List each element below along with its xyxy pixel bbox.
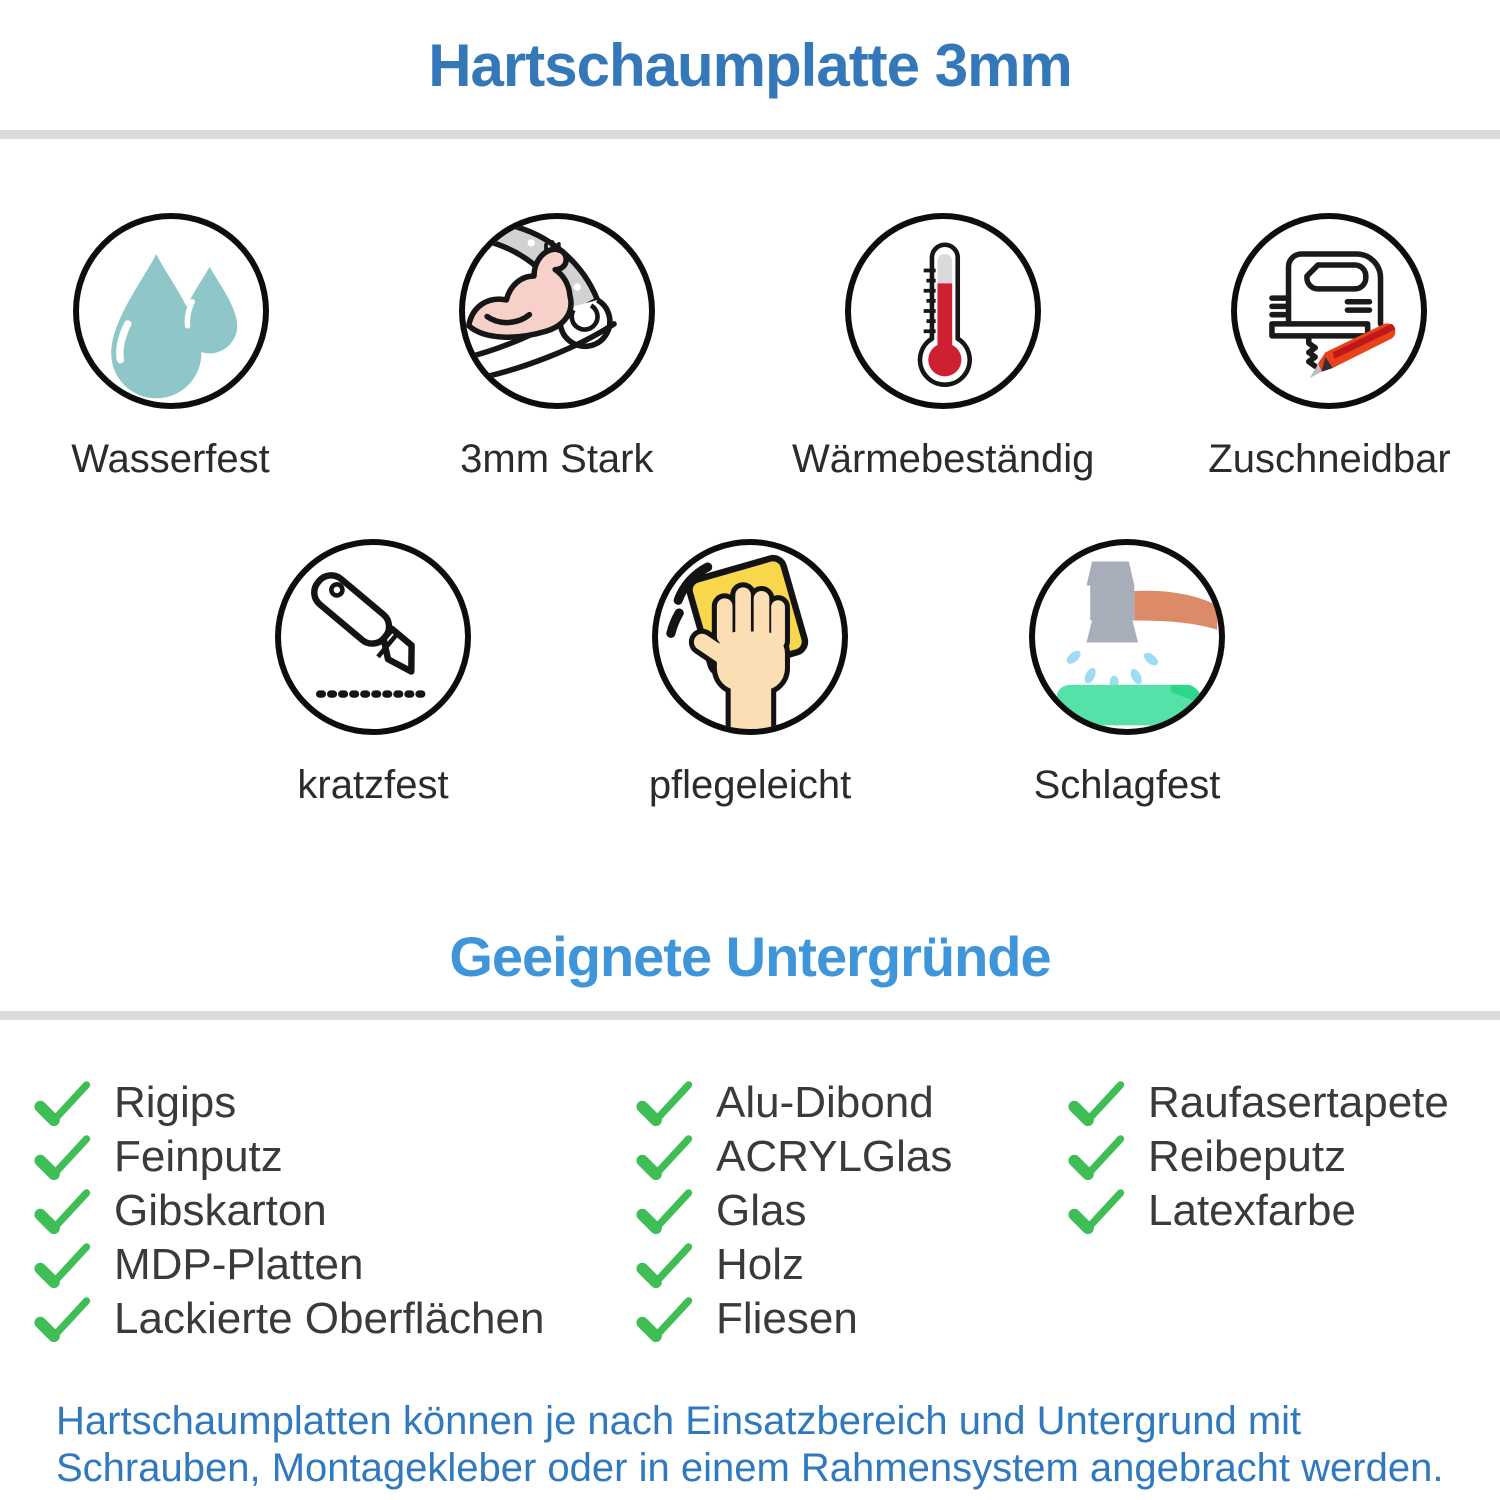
substrates-section: Rigips Feinputz Gibskarton MDP-Platten L… — [0, 1020, 1500, 1346]
feature-label: Schlagfest — [1033, 763, 1221, 807]
list-item: Reibeputz — [1068, 1130, 1500, 1184]
list-item: Raufasertapete — [1068, 1076, 1500, 1130]
substrates-title: Geeignete Untergründe — [449, 925, 1051, 988]
substrate-label: Feinputz — [114, 1132, 283, 1181]
wiping-hand-glyph — [666, 554, 809, 729]
list-item: Gibskarton — [34, 1184, 636, 1238]
substrates-column-2: Alu-Dibond ACRYLGlas Glas Holz Fliesen — [636, 1076, 1068, 1346]
feature-schlagfest: Schlagfest — [985, 539, 1270, 809]
jigsaw-cutter-glyph — [1269, 251, 1396, 379]
substrate-label: ACRYLGlas — [716, 1132, 953, 1181]
features-section: Wasserfest — [0, 213, 1500, 809]
check-icon — [1068, 1135, 1125, 1180]
substrate-label: Glas — [716, 1186, 807, 1235]
hammer-impact-icon — [1029, 539, 1225, 735]
thermometer-glyph — [917, 242, 973, 387]
water-drops-icon — [72, 213, 269, 409]
feature-pflegeleicht: pflegeleicht — [608, 539, 893, 809]
substrate-label: Fliesen — [716, 1294, 858, 1343]
thermometer-icon — [845, 213, 1042, 409]
utility-knife-glyph — [311, 572, 432, 698]
list-item: Latexfarbe — [1068, 1184, 1500, 1238]
check-icon — [34, 1243, 91, 1288]
check-icon — [34, 1189, 91, 1234]
check-icon — [636, 1081, 693, 1126]
substrate-label: Raufasertapete — [1148, 1078, 1449, 1127]
substrate-label: Alu-Dibond — [716, 1078, 934, 1127]
list-item: Fliesen — [636, 1292, 1068, 1346]
feature-label: kratzfest — [297, 763, 449, 807]
check-icon — [636, 1189, 693, 1234]
list-item: Holz — [636, 1238, 1068, 1292]
feature-3mm-stark: 3mm Stark — [414, 213, 699, 483]
divider-middle — [0, 1011, 1500, 1020]
substrate-label: Gibskarton — [114, 1186, 327, 1235]
wiping-hand-icon — [652, 539, 848, 735]
check-icon — [636, 1135, 693, 1180]
substrate-label: Reibeputz — [1148, 1132, 1347, 1181]
check-icon — [1068, 1189, 1125, 1234]
feature-waermebestaendig: Wärmebeständig — [792, 213, 1094, 483]
hammer-impact-glyph — [1056, 561, 1218, 726]
substrate-label: Lackierte Oberflächen — [114, 1294, 545, 1343]
feature-label: Wärmebeständig — [791, 437, 1095, 481]
substrate-label: Holz — [716, 1240, 805, 1289]
footer-note: Hartschaumplatten können je nach Einsatz… — [0, 1398, 1500, 1492]
list-item: MDP-Platten — [34, 1238, 636, 1292]
substrates-column-3: Raufasertapete Reibeputz Latexfarbe — [1068, 1076, 1500, 1238]
features-row-1: Wasserfest — [0, 213, 1500, 483]
check-icon — [34, 1135, 91, 1180]
feature-wasserfest: Wasserfest — [28, 213, 313, 483]
features-row-2: kratzfest — [0, 539, 1500, 809]
footer-line-2: Schrauben, Montagekleber oder in einem R… — [56, 1446, 1444, 1490]
feature-label: 3mm Stark — [460, 437, 654, 481]
check-icon — [34, 1081, 91, 1126]
feature-label: Zuschneidbar — [1208, 437, 1451, 481]
feature-label: Wasserfest — [71, 437, 270, 481]
utility-knife-icon — [275, 539, 471, 735]
list-item: Rigips — [34, 1076, 636, 1130]
muscle-arm-roll-glyph — [465, 221, 617, 382]
list-item: Alu-Dibond — [636, 1076, 1068, 1130]
list-item: ACRYLGlas — [636, 1130, 1068, 1184]
water-drops-glyph — [110, 253, 237, 399]
list-item: Feinputz — [34, 1130, 636, 1184]
substrates-column-1: Rigips Feinputz Gibskarton MDP-Platten L… — [34, 1076, 636, 1346]
jigsaw-cutter-icon — [1231, 213, 1428, 409]
muscle-arm-roll-icon — [458, 213, 655, 409]
divider-top — [0, 130, 1500, 139]
substrate-label: Rigips — [114, 1078, 237, 1127]
check-icon — [636, 1243, 693, 1288]
check-icon — [1068, 1081, 1125, 1126]
check-icon — [636, 1297, 693, 1342]
page-title: Hartschaumplatte 3mm — [428, 32, 1073, 99]
feature-zuschneidbar: Zuschneidbar — [1187, 213, 1472, 483]
footer-line-1: Hartschaumplatten können je nach Einsatz… — [56, 1399, 1302, 1443]
list-item: Glas — [636, 1184, 1068, 1238]
substrate-label: MDP-Platten — [114, 1240, 364, 1289]
substrate-label: Latexfarbe — [1148, 1186, 1356, 1235]
feature-kratzfest: kratzfest — [231, 539, 516, 809]
list-item: Lackierte Oberflächen — [34, 1292, 636, 1346]
feature-label: pflegeleicht — [648, 763, 852, 807]
check-icon — [34, 1297, 91, 1342]
